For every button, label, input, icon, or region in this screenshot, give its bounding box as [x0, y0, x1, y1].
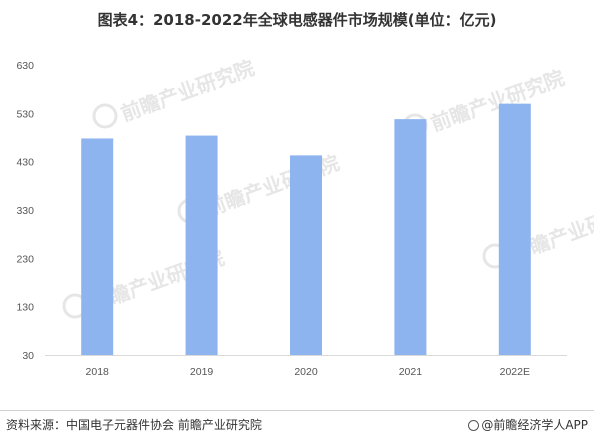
- chart-title: 图表4：2018-2022年全球电感器件市场规模(单位：亿元): [97, 11, 497, 29]
- x-tick-label: 2022E: [500, 366, 530, 378]
- watermark-text: 前瞻产业研究院: [428, 66, 568, 136]
- y-tick-label: 130: [16, 302, 34, 314]
- y-tick-label: 30: [22, 350, 34, 362]
- footer-divider: [0, 410, 594, 411]
- bar-2022e: [498, 103, 531, 356]
- x-tick-label: 2018: [86, 366, 110, 378]
- source-note: 资料来源：中国电子元器件协会 前瞻产业研究院: [6, 418, 262, 432]
- x-axis: 2018 2019 2020 2021 2022E: [45, 355, 567, 378]
- brand-credit: @前瞻经济学人APP: [468, 416, 588, 433]
- bar-2021: [394, 119, 427, 355]
- x-tick-label: 2021: [399, 366, 423, 378]
- brand-credit-text: @前瞻经济学人APP: [481, 418, 588, 432]
- y-tick-label: 630: [16, 60, 34, 72]
- watermark-text: 前瞻产业研究院: [118, 56, 258, 126]
- y-tick-label: 530: [16, 108, 34, 120]
- bar-2020: [290, 155, 322, 355]
- y-tick-label: 330: [16, 205, 34, 217]
- y-tick-label: 230: [16, 253, 34, 265]
- x-tick-label: 2019: [190, 366, 214, 378]
- bars: [81, 103, 531, 356]
- bar-2019: [185, 135, 218, 355]
- y-axis: 30 130 230 330 430 530 630: [16, 60, 34, 362]
- y-tick-label: 430: [16, 157, 34, 169]
- bar-2018: [81, 138, 114, 355]
- brand-logo-icon: [468, 420, 480, 431]
- x-tick-label: 2020: [294, 366, 318, 378]
- watermark-logo-icon: [92, 103, 118, 129]
